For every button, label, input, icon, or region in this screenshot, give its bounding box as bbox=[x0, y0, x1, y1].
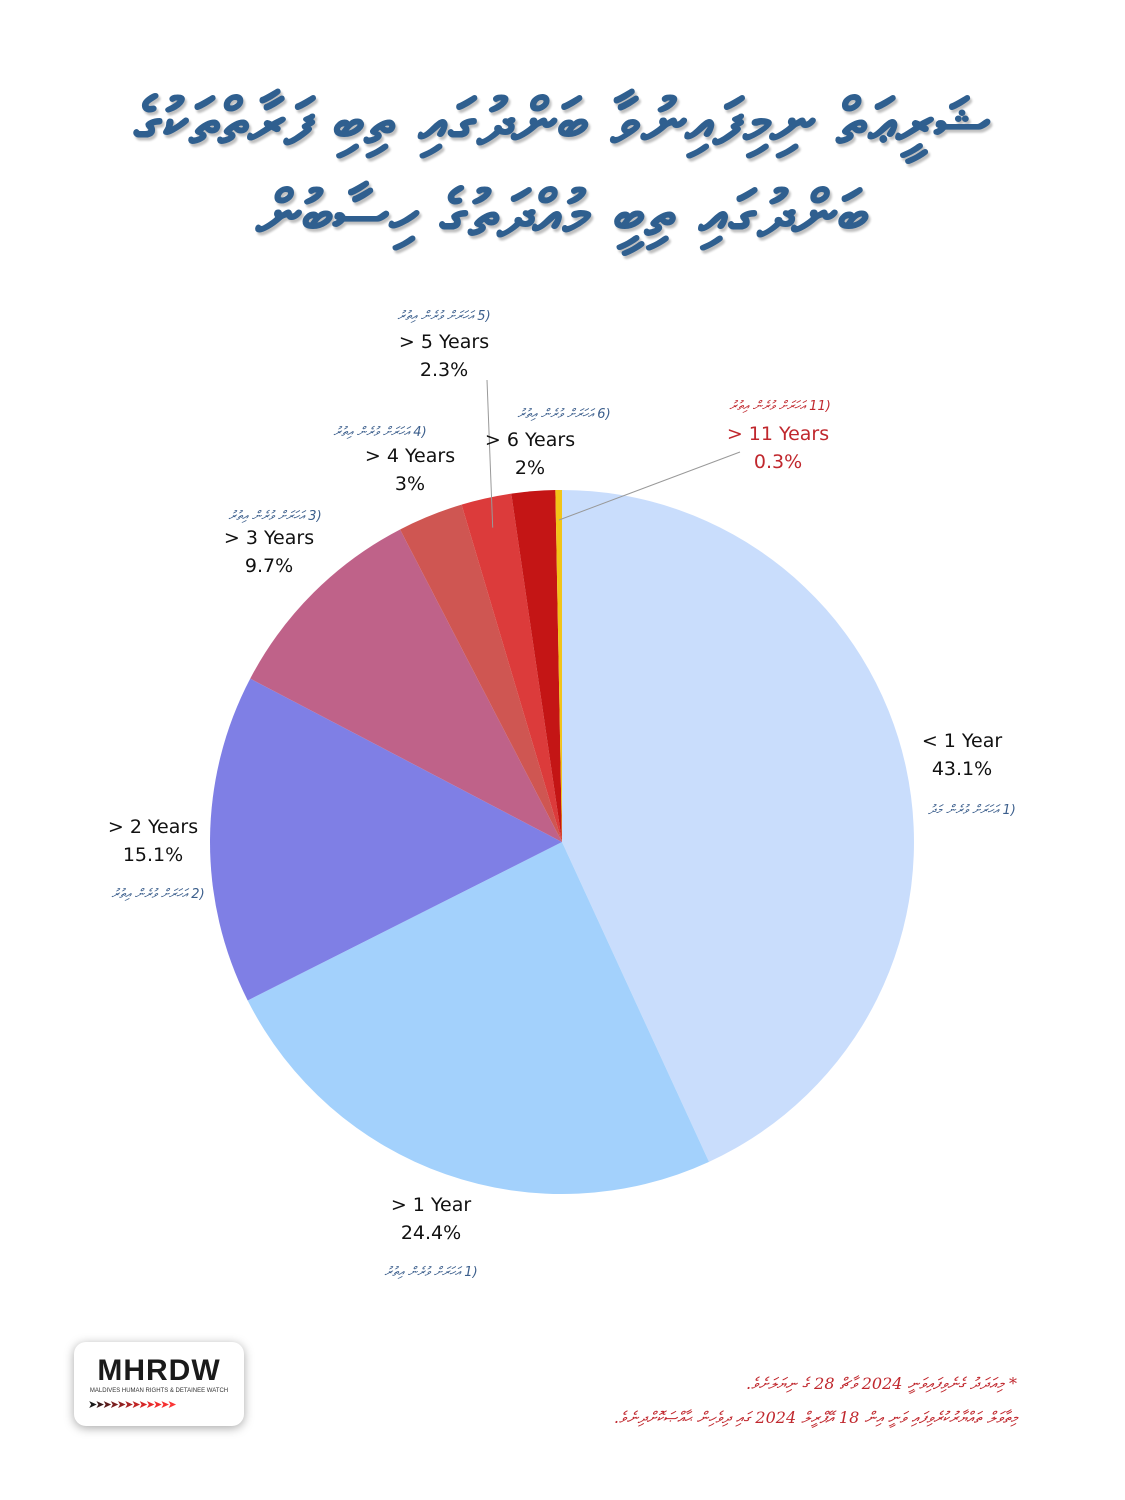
pie-slice-11-years bbox=[555, 489, 562, 842]
chart-title-line-1: ޝަރީޢަތް ނިމިފައިނުވާ ބަންދުގައި ތިބި ފަ… bbox=[134, 86, 991, 160]
slice-label: > 3 Years bbox=[224, 527, 314, 549]
logo-text: MHRDW bbox=[97, 1354, 221, 1387]
leader-line bbox=[486, 379, 494, 528]
pie-slice-1-year bbox=[247, 842, 709, 1194]
slice-label: > 11 Years bbox=[727, 423, 829, 445]
logo-arrow-icon: ➤ bbox=[131, 1400, 140, 1410]
slice-dhivehi-label: (11 އަހަރަށް ވުރެން އިތުރު bbox=[729, 399, 831, 414]
pie-slice-3-years bbox=[250, 529, 562, 842]
slice-percent: 43.1% bbox=[932, 758, 992, 780]
logo-arrow-icon: ➤ bbox=[152, 1400, 162, 1410]
slice-dhivehi-label: (6 އަހަރަށް ވުރެން އިތުރު bbox=[517, 407, 610, 422]
logo-arrow-icon: ➤ bbox=[145, 1400, 155, 1410]
slice-dhivehi-label: (3 އަހަރަށް ވުރެން އިތުރު bbox=[228, 509, 321, 524]
pie-slice-2-years bbox=[210, 678, 562, 1001]
footnote-source: މިތާވަލް ތައްޔާރުކުރެވިފައި ވަނީ އިން 18… bbox=[613, 1408, 1017, 1427]
slice-label: > 5 Years bbox=[399, 331, 489, 353]
slice-dhivehi-label: (1 އަހަރަށް ވުރެން އިތުރު bbox=[384, 1265, 477, 1280]
slice-percent: 2% bbox=[515, 457, 545, 479]
slice-percent: 15.1% bbox=[123, 844, 183, 866]
pie-slice-4-years bbox=[400, 504, 562, 842]
mhrdw-logo: MHRDW MALDIVES HUMAN RIGHTS & DETAINEE W… bbox=[74, 1342, 244, 1426]
slice-dhivehi-label: (1 އަހަރަށް ވުރެން މަދު bbox=[927, 803, 1016, 818]
logo-arrow-icon: ➤ bbox=[167, 1400, 176, 1410]
slice-label: > 1 Year bbox=[391, 1194, 472, 1216]
pie-slice-1-year bbox=[562, 490, 914, 1162]
logo-arrow-icon: ➤ bbox=[88, 1400, 97, 1410]
slice-percent: 0.3% bbox=[754, 451, 802, 473]
logo-arrow-icon: ➤ bbox=[138, 1400, 148, 1410]
logo-subtitle: MALDIVES HUMAN RIGHTS & DETAINEE WATCH bbox=[89, 1388, 229, 1394]
pie-slice-6-years bbox=[511, 490, 562, 842]
pie-slice-5-years bbox=[461, 493, 562, 842]
slice-percent: 24.4% bbox=[401, 1222, 461, 1244]
logo-arrow-icon: ➤ bbox=[95, 1400, 104, 1410]
logo-arrows-icon: ➤➤➤➤➤➤➤➤➤➤➤➤ bbox=[88, 1400, 230, 1410]
logo-arrow-icon: ➤ bbox=[102, 1400, 111, 1410]
slice-dhivehi-label: (4 އަހަރަށް ވުރެން އިތުރު bbox=[333, 425, 426, 440]
logo-arrow-icon: ➤ bbox=[116, 1400, 126, 1410]
slice-dhivehi-label: (2 އަހަރަށް ވުރެން އިތުރު bbox=[111, 887, 204, 902]
logo-arrow-icon: ➤ bbox=[109, 1400, 119, 1410]
slice-percent: 9.7% bbox=[245, 555, 293, 577]
slice-dhivehi-label: (5 އަހަރަށް ވުރެން އިތުރު bbox=[397, 309, 490, 324]
slice-percent: 3% bbox=[395, 473, 425, 495]
leader-line bbox=[558, 451, 741, 521]
slice-label: > 4 Years bbox=[365, 445, 455, 467]
slice-label: > 2 Years bbox=[108, 816, 198, 838]
footnote-date: * މިއަދަދު ގެނެވިފައިވަނީ 2024 ވާޗް 28 ގ… bbox=[746, 1374, 1017, 1393]
slice-label: < 1 Year bbox=[922, 730, 1003, 752]
slice-label: > 6 Years bbox=[485, 429, 575, 451]
chart-title-line-2: ބަންދުގައި ތިބީ މުއްދަތުގެ ހިސާބުން bbox=[256, 178, 869, 252]
slice-percent: 2.3% bbox=[420, 359, 468, 381]
logo-arrow-icon: ➤ bbox=[124, 1400, 133, 1410]
logo-arrow-icon: ➤ bbox=[160, 1400, 169, 1410]
